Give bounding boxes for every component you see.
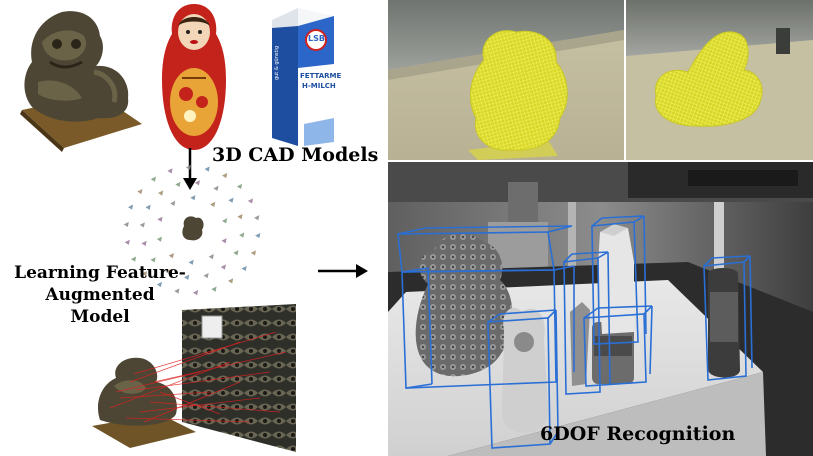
viewpoint-marker [145,204,151,210]
viewpoint-marker [174,288,180,294]
center-model-thumbnail [182,216,204,241]
viewpoint-sphere-diagram [104,156,280,304]
viewpoint-marker [167,168,173,174]
viewpoint-marker [239,232,245,238]
viewpoint-marker [237,214,243,220]
viewpoint-marker [221,218,228,224]
viewpoint-marker [213,185,219,191]
viewpoint-marker [139,222,145,228]
viewpoint-marker [192,290,199,296]
mesh-overlay-photo-1 [388,0,624,160]
feature-matching-illustration [90,302,298,452]
cad-models-label: 3D CAD Models [212,144,379,166]
viewpoint-marker [188,259,194,265]
viewpoint-marker [241,265,247,272]
carton-name-line1: FETTARME [300,72,342,80]
viewpoint-marker [250,250,257,256]
viewpoint-marker [233,250,239,256]
lion-cad-model [2,2,152,152]
matryoshka-cad-model [158,2,230,152]
viewpoint-marker [156,236,163,242]
viewpoint-marker [185,164,192,170]
viewpoint-marker [141,270,148,277]
viewpoint-marker [175,181,181,188]
viewpoint-marker [204,166,210,172]
viewpoint-marker [157,216,163,222]
viewpoint-marker [190,195,196,201]
milk-carton-cad-model: LSB FETTARME H-MILCH gut & günstig [268,6,342,148]
viewpoint-marker [130,256,137,262]
viewpoint-marker [158,190,164,196]
viewpoint-marker [150,257,156,263]
viewpoint-marker [210,201,216,207]
carton-brand-text: LSB [308,34,325,43]
viewpoint-marker [208,254,214,260]
viewpoint-marker [124,239,130,245]
viewpoint-marker [141,240,147,246]
carton-small-text: gut & günstig [274,46,280,81]
learning-model-label: Learning Feature- Augmented Model [2,262,198,328]
viewpoint-marker [137,188,143,195]
viewpoint-marker [247,198,254,204]
viewpoint-marker [255,232,261,239]
viewpoint-marker [254,215,260,221]
viewpoint-marker [127,204,134,210]
viewpoint-marker [236,183,243,190]
learning-label-line3: Model [70,307,130,327]
viewpoint-marker [123,221,129,228]
arrow-right-icon [318,263,368,279]
viewpoint-marker [150,176,156,182]
viewpoint-marker [221,238,227,244]
viewpoint-marker [194,180,200,186]
viewpoint-marker [220,264,226,270]
carton-name-line2: H-MILCH [302,82,336,90]
viewpoint-marker [156,281,162,288]
recognition-scene-photo [388,162,813,456]
viewpoint-marker [165,269,171,275]
viewpoint-marker [222,172,228,179]
viewpoint-marker [184,274,190,280]
learning-label-line1: Learning Feature- [14,263,186,283]
arrow-down-icon [180,148,200,190]
viewpoint-marker [170,200,176,206]
viewpoint-marker [203,272,209,279]
viewpoint-marker [228,278,234,284]
viewpoint-marker [168,253,174,259]
viewpoint-marker [228,197,234,203]
viewpoint-marker [211,286,217,292]
recognition-label: 6DOF Recognition [540,423,736,445]
learning-label-line2: Augmented [45,285,155,305]
mesh-overlay-photo-2 [626,0,813,160]
